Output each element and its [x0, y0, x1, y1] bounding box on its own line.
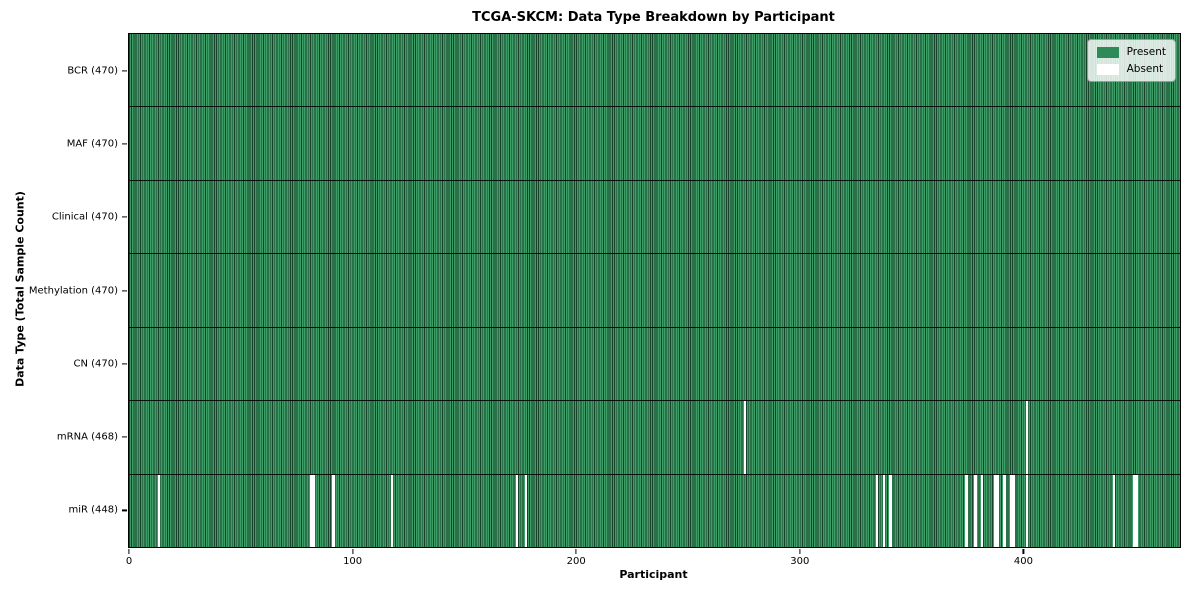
x-tick-mark [352, 549, 354, 554]
absent-stripe [310, 474, 313, 547]
absent-stripe [996, 474, 999, 547]
absent-stripe [743, 401, 747, 474]
absent-stripe [312, 474, 315, 547]
heatmap-row-bcr [129, 34, 1180, 106]
y-tick-mark [122, 509, 127, 511]
x-tick-label: 0 [125, 556, 133, 567]
absent-stripe [889, 474, 892, 547]
x-tick-label: 100 [343, 556, 363, 567]
x-tick-mark [1022, 549, 1025, 554]
y-tick-mark [122, 143, 127, 145]
absent-stripe [980, 474, 984, 547]
y-tick-label: MAF (470) [66, 138, 118, 150]
x-tick-label: 200 [566, 556, 586, 567]
chart-title: TCGA-SKCM: Data Type Breakdown by Partic… [472, 10, 835, 25]
x-tick-mark [799, 549, 801, 554]
plot-area: BCR (470) MAF (470) Clinical (470) Methylat… [29, 33, 1181, 567]
heatmap-row-maf [129, 106, 1180, 179]
absent-stripe [1003, 474, 1006, 547]
absent-stripe [524, 474, 528, 547]
absent-stripe [994, 474, 997, 547]
absent-stripe [1025, 474, 1028, 547]
heatmap-row-cn [129, 326, 1180, 400]
absent-stripe [1012, 474, 1015, 547]
legend-label: Present [1126, 46, 1166, 58]
y-tick-mark [122, 363, 127, 365]
legend-item-present: Present [1096, 46, 1166, 58]
absent-stripe [332, 474, 335, 547]
legend-item-absent: Absent [1096, 63, 1166, 75]
y-tick-mark [122, 70, 127, 72]
x-tick-label: 300 [790, 556, 810, 567]
y-tick-label: CN (470) [73, 358, 118, 370]
y-tick-mark [122, 436, 127, 438]
absent-stripe [882, 474, 885, 547]
y-axis-title: Data Type (Total Sample Count) [13, 191, 27, 387]
y-tick-label: Methylation (470) [28, 285, 118, 296]
absent-stripe [158, 474, 161, 547]
y-tick-label: miR (448) [68, 504, 118, 516]
y-tick-label: BCR (470) [67, 65, 118, 77]
absent-stripe [1025, 401, 1028, 474]
y-tick-label: mRNA (468) [56, 431, 118, 443]
x-axis-title: Participant [619, 568, 688, 581]
heatmap-row-methylation [129, 253, 1180, 326]
absent-stripe [1010, 474, 1013, 547]
x-tick-mark [128, 549, 130, 554]
absent-stripe [390, 474, 393, 547]
x-tick-mark [575, 549, 577, 554]
heatmap-rows-container [129, 34, 1180, 547]
legend-swatch-present [1096, 46, 1119, 58]
absent-stripe [965, 474, 968, 547]
x-tick-label: 400 [1013, 556, 1033, 567]
absent-stripe [1112, 474, 1116, 547]
heatmap-row-mir [129, 473, 1180, 547]
legend-label: Absent [1126, 63, 1164, 75]
absent-stripe [515, 474, 519, 547]
y-tick-label: Clinical (470) [51, 211, 118, 223]
y-tick-mark [122, 289, 127, 292]
absent-stripe [1135, 474, 1138, 547]
absent-stripe [974, 474, 977, 547]
absent-stripe [875, 474, 879, 547]
heatmap-row-mrna [129, 400, 1180, 474]
legend: Present Absent [1086, 39, 1176, 82]
absent-stripe [1133, 474, 1136, 547]
y-tick-mark [122, 216, 127, 218]
heatmap-row-clinical [129, 179, 1180, 253]
legend-swatch-absent [1096, 63, 1119, 75]
